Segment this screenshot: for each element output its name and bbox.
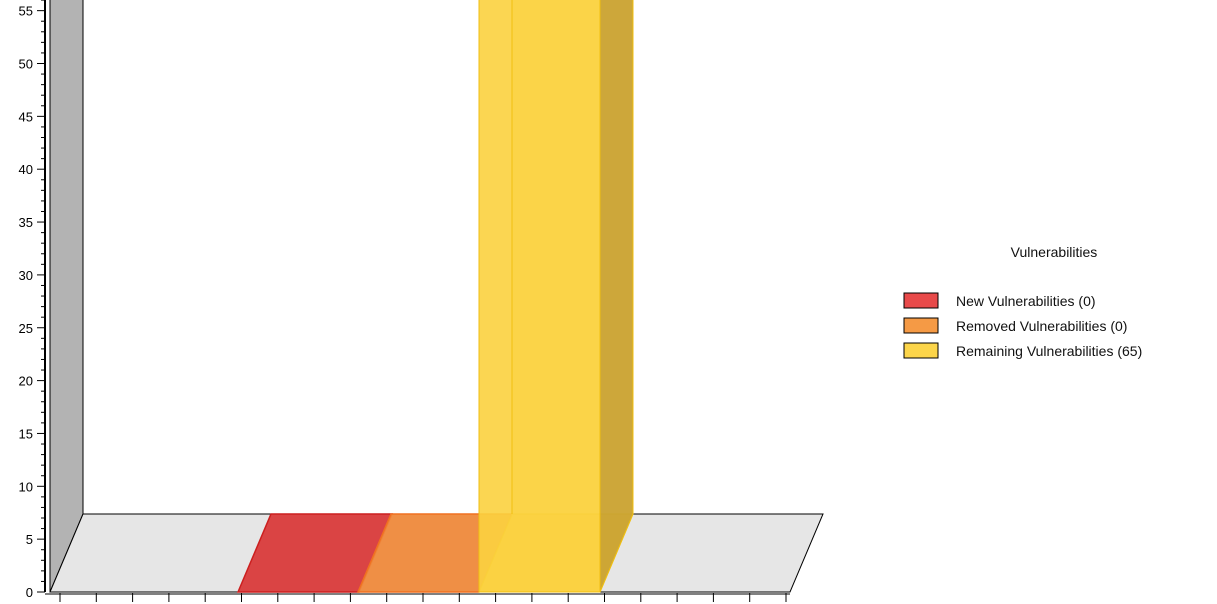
left-wall	[49, 0, 84, 593]
chart-walls	[49, 0, 824, 593]
y-axis: 0510152025303540455055606570	[19, 0, 46, 600]
x-axis-ticks	[45, 593, 790, 602]
legend-label-remaining: Remaining Vulnerabilities (65)	[956, 343, 1142, 359]
legend-item-removed: Removed Vulnerabilities (0)	[903, 317, 1127, 334]
legend-swatch-new	[903, 292, 939, 309]
legend-swatch-removed	[903, 317, 939, 334]
legend-title: Vulnerabilities	[1011, 244, 1098, 260]
y-tick-label: 0	[26, 585, 33, 600]
y-tick-label: 35	[19, 215, 33, 230]
bar-2-side	[599, 0, 634, 593]
legend: Vulnerabilities New Vulnerabilities (0) …	[903, 244, 1142, 359]
y-tick-label: 30	[19, 268, 33, 283]
legend-item-remaining: Remaining Vulnerabilities (65)	[903, 342, 1142, 359]
y-tick-label: 25	[19, 321, 33, 336]
y-tick-label: 50	[19, 57, 33, 72]
y-tick-label: 5	[26, 532, 33, 547]
legend-item-new: New Vulnerabilities (0)	[903, 292, 1096, 309]
y-tick-label: 10	[19, 479, 33, 494]
legend-label-removed: Removed Vulnerabilities (0)	[956, 318, 1127, 334]
legend-swatch-remaining	[903, 342, 939, 359]
bar-2-front	[478, 0, 601, 593]
y-tick-label: 20	[19, 374, 33, 389]
y-tick-label: 55	[19, 4, 33, 19]
legend-label-new: New Vulnerabilities (0)	[956, 293, 1096, 309]
y-tick-label: 40	[19, 162, 33, 177]
y-tick-label: 45	[19, 109, 33, 124]
y-tick-label: 15	[19, 426, 33, 441]
bars-group	[236, 0, 634, 593]
